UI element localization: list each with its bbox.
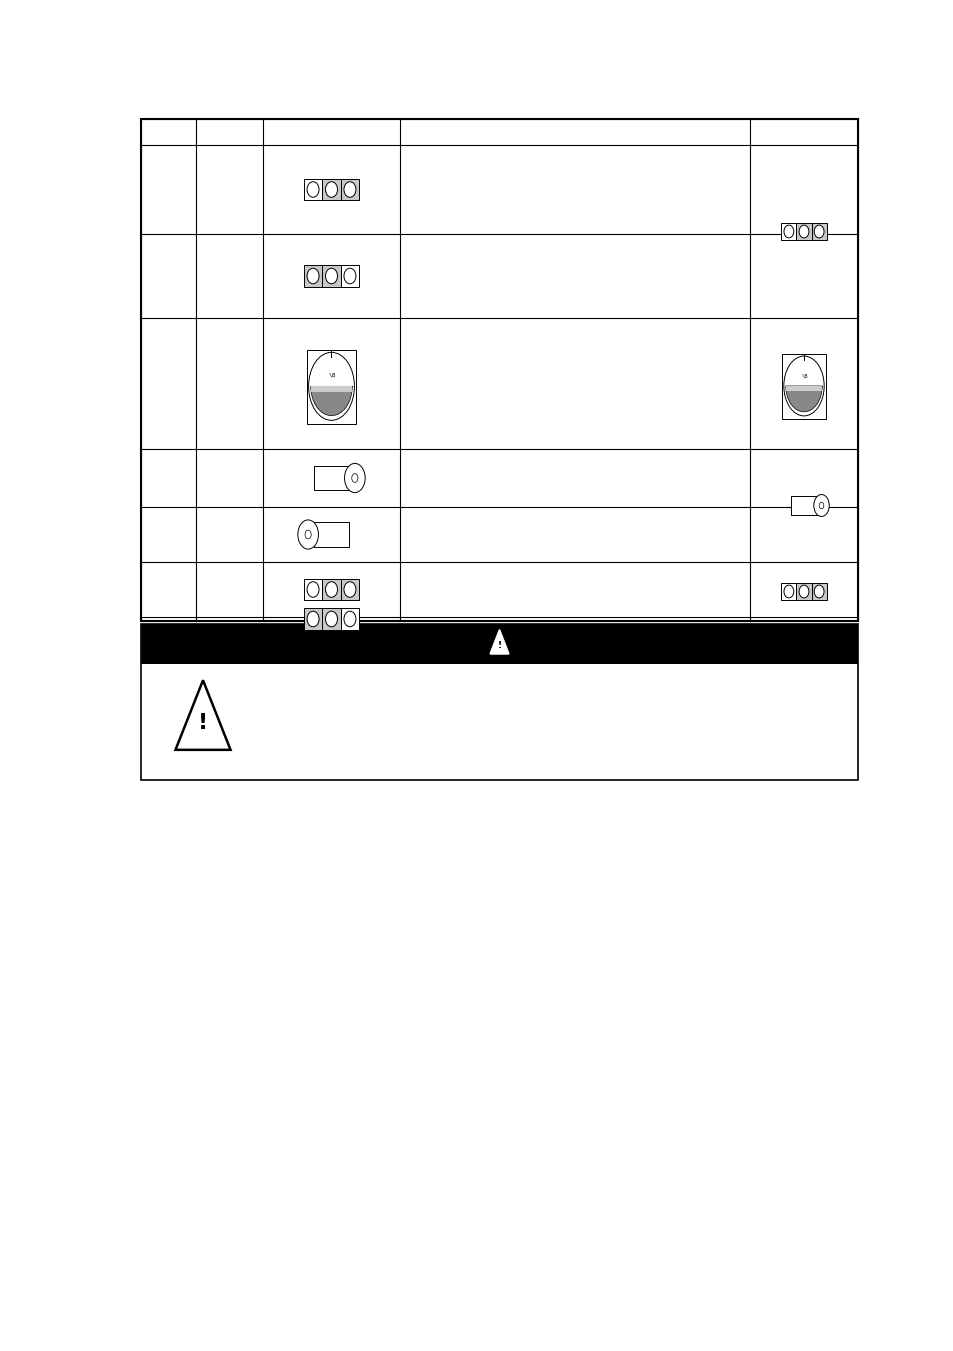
Bar <box>340 578 358 600</box>
Ellipse shape <box>344 182 355 197</box>
Bar <box>340 265 358 286</box>
Bar <box>340 608 358 630</box>
Bar <box>303 178 322 200</box>
Bar <box>811 223 826 240</box>
Ellipse shape <box>308 353 355 420</box>
Bar <box>781 582 796 600</box>
Wedge shape <box>785 386 821 412</box>
Text: \8: \8 <box>801 373 807 378</box>
Bar <box>796 582 811 600</box>
Ellipse shape <box>352 474 357 482</box>
Bar <box>141 624 857 780</box>
Bar <box>785 386 821 390</box>
Ellipse shape <box>344 463 365 493</box>
Bar <box>311 386 352 392</box>
Ellipse shape <box>819 503 823 509</box>
Ellipse shape <box>307 269 318 284</box>
Ellipse shape <box>307 611 318 627</box>
Bar <box>781 223 796 240</box>
Ellipse shape <box>344 611 355 627</box>
Bar <box>322 608 340 630</box>
Bar <box>322 265 340 286</box>
Bar <box>314 523 348 547</box>
Ellipse shape <box>344 269 355 284</box>
Bar <box>796 223 811 240</box>
Bar <box>306 350 355 424</box>
Ellipse shape <box>297 520 318 549</box>
Text: !: ! <box>197 713 208 734</box>
Bar <box>303 578 322 600</box>
Ellipse shape <box>783 357 823 416</box>
Ellipse shape <box>305 530 311 539</box>
Bar <box>303 608 322 630</box>
Bar <box>781 354 825 419</box>
Ellipse shape <box>813 226 823 238</box>
Bar <box>322 578 340 600</box>
Ellipse shape <box>307 582 318 597</box>
Ellipse shape <box>813 585 823 598</box>
Ellipse shape <box>783 226 793 238</box>
Ellipse shape <box>325 182 337 197</box>
Bar <box>322 178 340 200</box>
Ellipse shape <box>799 585 808 598</box>
Ellipse shape <box>783 585 793 598</box>
Bar <box>340 178 358 200</box>
Bar <box>314 466 348 490</box>
Ellipse shape <box>325 582 337 597</box>
Ellipse shape <box>325 269 337 284</box>
Ellipse shape <box>344 582 355 597</box>
Text: \8: \8 <box>329 372 336 377</box>
Polygon shape <box>490 630 508 654</box>
Bar <box>790 496 816 515</box>
Ellipse shape <box>813 494 828 516</box>
Bar <box>303 265 322 286</box>
Bar <box>141 119 857 621</box>
Ellipse shape <box>325 611 337 627</box>
Ellipse shape <box>799 226 808 238</box>
Bar <box>141 624 857 663</box>
Wedge shape <box>311 386 352 416</box>
Text: !: ! <box>497 640 501 650</box>
Ellipse shape <box>307 182 318 197</box>
Polygon shape <box>175 681 231 750</box>
Bar <box>811 582 826 600</box>
